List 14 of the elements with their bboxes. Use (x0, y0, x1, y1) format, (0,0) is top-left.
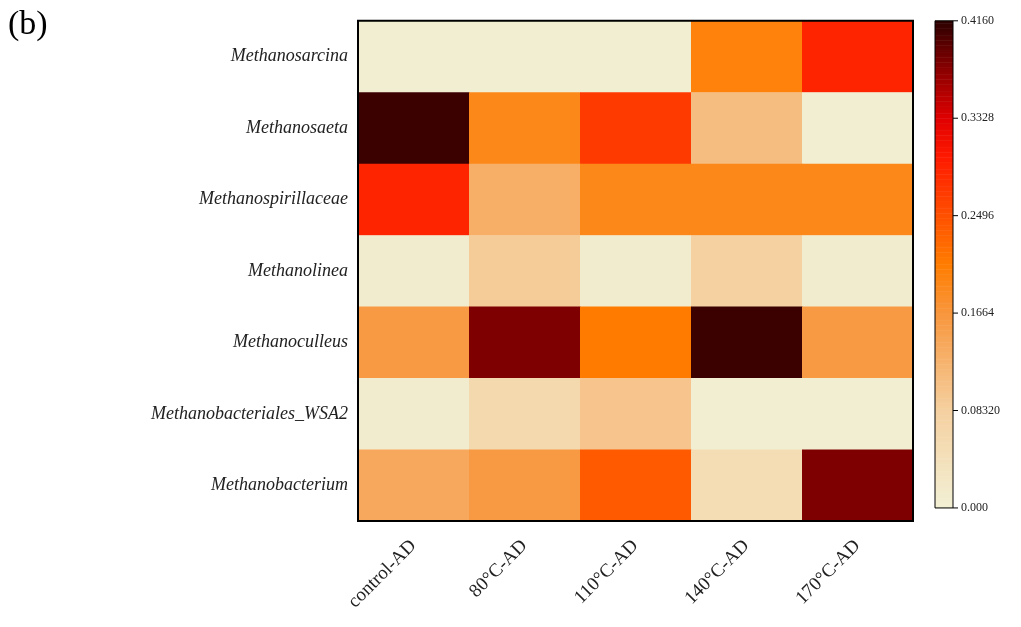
y-tick-label: Methanospirillaceae (198, 188, 349, 209)
y-tick-label: Methanoculleus (232, 331, 348, 352)
text: (b) (8, 3, 48, 42)
color-bar-label: 0.1664 (961, 305, 994, 320)
y-tick-label: Methanolinea (247, 259, 348, 280)
y-tick-label: Methanobacterium (210, 473, 348, 494)
color-bar-label: 0.000 (961, 500, 988, 515)
color-bar-label: 0.08320 (961, 402, 1000, 417)
color-bar-label: 0.3328 (961, 110, 994, 125)
color-bar-label: 0.4160 (961, 12, 994, 27)
y-tick-label: Methanosaeta (245, 116, 348, 137)
color-bar-label: 0.2496 (961, 207, 994, 222)
y-tick-label: Methanobacteriales_WSA2 (150, 402, 348, 423)
y-tick-label: Methanosarcina (229, 45, 348, 66)
